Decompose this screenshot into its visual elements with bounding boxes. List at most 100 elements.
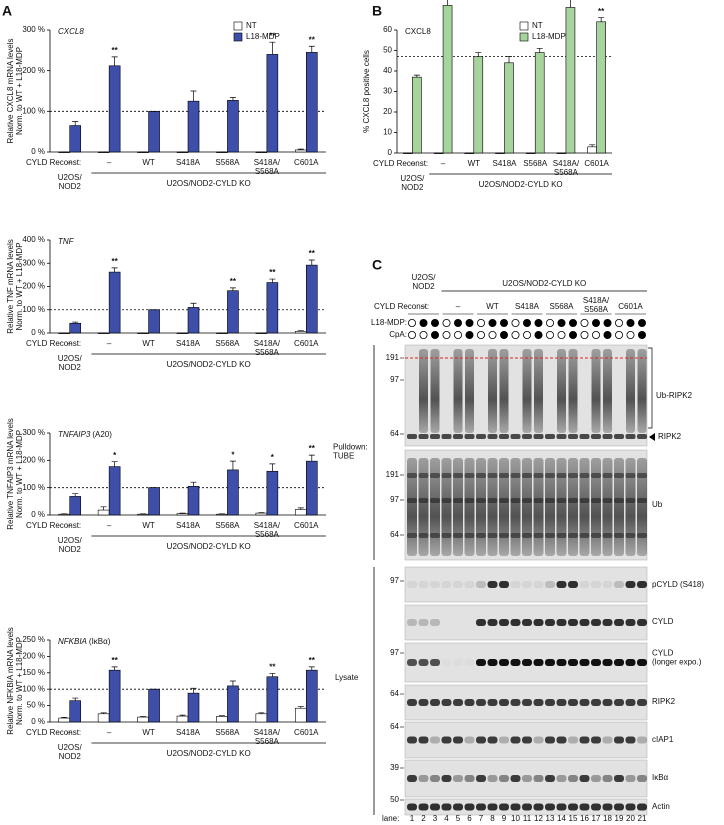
bar bbox=[69, 125, 82, 153]
group-label: U2OS/NOD2-CYLD KO bbox=[167, 749, 251, 758]
legend-label: L18-MDP bbox=[532, 32, 566, 41]
section-label: Lysate bbox=[335, 673, 359, 682]
bar bbox=[504, 62, 514, 154]
parental-label: U2OS/NOD2 bbox=[58, 536, 83, 554]
cpa-indicator bbox=[557, 330, 566, 339]
blot-band bbox=[637, 473, 647, 478]
error-bar bbox=[61, 717, 68, 719]
reconst-option: S418A/S568A bbox=[583, 296, 610, 314]
l18-indicator bbox=[603, 318, 612, 327]
blot-band bbox=[637, 533, 647, 538]
x-tick-label: S418A/S568A bbox=[254, 339, 281, 357]
x-tick-label: S568A bbox=[215, 728, 240, 737]
blot-band bbox=[568, 434, 578, 439]
blot-band bbox=[545, 434, 555, 439]
blot-band bbox=[556, 533, 567, 538]
ub-smear bbox=[488, 349, 497, 433]
ub-smear bbox=[591, 349, 601, 433]
significance: ** bbox=[309, 656, 316, 665]
x-tick-label: C601A bbox=[294, 728, 319, 737]
strip-label: Ub bbox=[652, 500, 663, 509]
blot-band bbox=[522, 619, 532, 626]
blot-band bbox=[465, 659, 475, 666]
blot-band bbox=[625, 581, 636, 588]
error-bar bbox=[589, 144, 596, 147]
blot-band bbox=[442, 659, 452, 666]
blot-band bbox=[487, 659, 498, 666]
y-axis-label: Relative TNFAIP3 mRNA levelsNorm. to WT … bbox=[6, 418, 24, 529]
blot-band bbox=[579, 736, 590, 744]
x-tick-label: C601A bbox=[294, 158, 319, 167]
error-bar bbox=[308, 666, 315, 671]
bar bbox=[227, 685, 239, 723]
l18-indicator bbox=[465, 318, 474, 327]
cpa-indicator bbox=[603, 330, 612, 339]
error-bar bbox=[179, 512, 186, 514]
x-axis-label: CYLD Reconst: bbox=[26, 339, 81, 348]
y-tick-label: 50 % bbox=[27, 701, 45, 710]
blot-band bbox=[522, 581, 532, 588]
blot-band bbox=[487, 498, 498, 503]
error-bar bbox=[229, 97, 236, 101]
blot-band bbox=[614, 699, 624, 706]
reconst-option: WT bbox=[486, 302, 499, 311]
lane-number: 18 bbox=[603, 814, 612, 823]
blot-band bbox=[556, 619, 567, 626]
cpa-indicator bbox=[592, 330, 601, 339]
chart-title: TNFAIP3 bbox=[58, 430, 91, 439]
legend-label: NT bbox=[532, 21, 543, 30]
blot-band bbox=[464, 736, 475, 744]
y-tick-label: 0 % bbox=[31, 328, 45, 337]
l18-indicator bbox=[511, 318, 520, 327]
ub-smear bbox=[465, 349, 474, 433]
bar bbox=[305, 52, 318, 153]
y-tick-label: 0 % bbox=[31, 510, 45, 519]
blot-band bbox=[522, 498, 532, 503]
blot-band bbox=[476, 533, 486, 538]
cpa-indicator bbox=[407, 330, 416, 339]
blot-strip bbox=[404, 566, 648, 603]
blot-band bbox=[591, 659, 601, 666]
blot-band bbox=[510, 699, 521, 706]
blot-band bbox=[579, 659, 590, 666]
lane-number: 16 bbox=[580, 814, 589, 823]
error-bar bbox=[269, 673, 276, 677]
x-tick-label: C601A bbox=[294, 521, 319, 530]
significance: ** bbox=[269, 31, 276, 40]
x-tick-label: S418A bbox=[176, 339, 201, 348]
blot-band bbox=[441, 581, 452, 588]
x-tick-label: WT bbox=[142, 728, 155, 737]
blot-band bbox=[499, 803, 509, 811]
blot-band bbox=[418, 775, 429, 782]
lane-label: lane: bbox=[382, 814, 399, 823]
blot-band bbox=[430, 619, 440, 626]
bar bbox=[227, 469, 239, 516]
error-bar bbox=[229, 680, 236, 686]
blot-band bbox=[568, 659, 578, 666]
cpa-indicator bbox=[511, 330, 520, 339]
blot-band bbox=[441, 533, 452, 538]
y-tick-label: 10 bbox=[383, 128, 392, 137]
y-tick-label: 50 bbox=[383, 46, 392, 55]
blot-band bbox=[545, 736, 555, 744]
blot-band bbox=[614, 473, 624, 478]
blot-band bbox=[625, 659, 636, 666]
blot-band bbox=[556, 736, 567, 744]
bar bbox=[108, 669, 121, 723]
blot-band bbox=[556, 699, 567, 706]
blot-band bbox=[579, 581, 590, 588]
x-tick-label: S568A bbox=[215, 158, 240, 167]
reconst-option: S418A bbox=[515, 302, 540, 311]
l18-indicator bbox=[430, 318, 439, 327]
significance: ** bbox=[112, 46, 119, 55]
bar bbox=[412, 76, 422, 154]
ub-smear bbox=[430, 458, 440, 556]
blot-band bbox=[625, 498, 636, 503]
cpa-indicator bbox=[569, 330, 578, 339]
legend-label: NT bbox=[246, 21, 257, 30]
significance: ** bbox=[269, 268, 276, 277]
reconst-option: – bbox=[456, 302, 461, 311]
blot-band bbox=[418, 434, 429, 439]
cpa-indicator bbox=[615, 330, 624, 339]
blot-band bbox=[545, 498, 555, 503]
